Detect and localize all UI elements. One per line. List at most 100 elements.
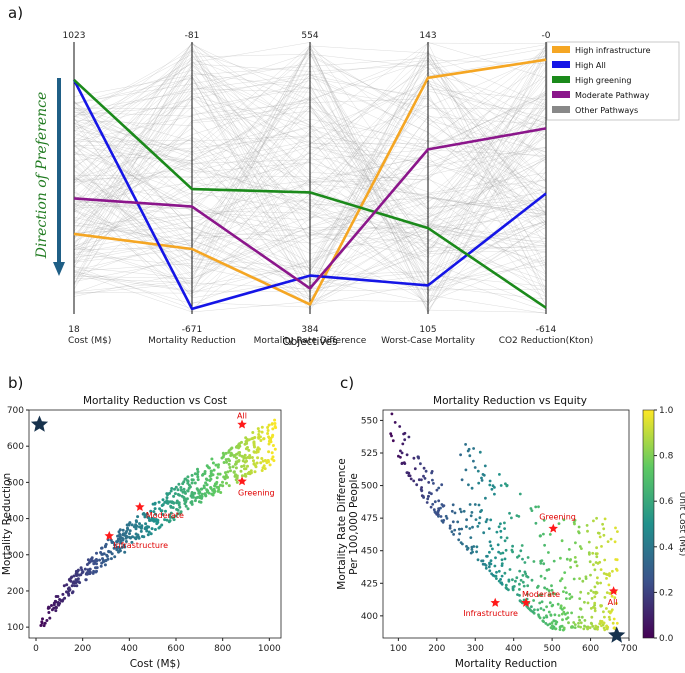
scatter-point [79, 566, 83, 570]
scatter-point [65, 583, 69, 587]
scatter-point [451, 520, 455, 524]
scatter-point [213, 482, 217, 486]
scatter-point [176, 493, 180, 496]
scatter-point [466, 546, 470, 550]
scatter-point [602, 572, 606, 575]
scatter-point [545, 605, 548, 609]
highlight-star [104, 530, 114, 540]
scatter-point [521, 580, 525, 584]
scatter-point [199, 487, 203, 491]
scatter-point [260, 457, 264, 460]
scatter-point [577, 615, 581, 619]
scatter-point [616, 530, 619, 533]
scatter-point [184, 500, 188, 504]
scatter-point [209, 469, 213, 473]
scatter-point [165, 518, 169, 522]
scatter-point [580, 615, 584, 619]
scatter-point [427, 495, 430, 498]
scatter-point [177, 501, 180, 505]
scatter-point [228, 466, 232, 469]
scatter-point [269, 437, 273, 440]
scatter-point [607, 615, 611, 619]
scatter-point [562, 606, 566, 610]
scatter-point [488, 562, 492, 566]
scatter-point [568, 592, 572, 596]
scatter-point [572, 577, 576, 581]
x-tick-label: 600 [167, 644, 184, 654]
y-tick-label: 425 [361, 579, 378, 589]
scatter-point [270, 422, 274, 426]
scatter-point [610, 594, 614, 598]
scatter-point [269, 440, 273, 444]
scatter-point [615, 569, 619, 572]
axis-bottom-label: -671 [182, 325, 202, 335]
scatter-point [542, 562, 546, 566]
scatter-point [116, 534, 120, 538]
scatter-points-b [39, 418, 278, 628]
scatter-point [134, 519, 138, 523]
scatter-points-c [389, 412, 619, 632]
scatter-point [234, 478, 238, 482]
scatter-point [565, 557, 569, 561]
scatter-point [99, 564, 103, 568]
scatter-point [497, 550, 500, 554]
scatter-point [437, 514, 440, 518]
scatter-point [548, 622, 552, 626]
scatter-point [267, 450, 271, 454]
scatter-point [508, 511, 511, 515]
scatter-point [444, 514, 448, 518]
scatter-point [579, 621, 583, 625]
scatter-point [139, 529, 143, 533]
scatter-point [538, 601, 542, 605]
scatter-point [485, 518, 489, 521]
scatter-point [488, 479, 492, 483]
scatter-point [503, 527, 506, 530]
scatter-point [257, 433, 261, 436]
scatter-point [215, 476, 219, 480]
scatter-point [184, 504, 188, 508]
colorbar-ticks: 0.0 0.2 0.4 0.6 0.8 1.0 [654, 406, 674, 644]
scatter-point [481, 473, 485, 476]
scatter-point [151, 502, 155, 506]
scatter-point [399, 449, 402, 453]
scatter-point [562, 518, 566, 522]
scatter-point [270, 451, 274, 455]
scatter-point [174, 485, 178, 489]
ideal-point-star [30, 415, 49, 432]
scatter-point [548, 601, 552, 605]
scatter-point [548, 533, 552, 536]
scatter-point [574, 541, 577, 545]
scatter-point [239, 469, 243, 473]
scatter-point [202, 486, 206, 490]
scatter-point [572, 621, 576, 624]
scatter-point [553, 613, 557, 617]
scatter-point [119, 541, 123, 545]
scatter-point [451, 503, 455, 507]
scatter-point [430, 470, 434, 473]
colorbar-tick-label: 0.6 [659, 497, 674, 507]
scatter-point [476, 558, 480, 562]
scatter-point [521, 557, 524, 561]
scatter-point [464, 443, 467, 446]
scatter-point [462, 509, 466, 513]
scatter-point [420, 489, 424, 492]
scatter-point [143, 527, 147, 531]
scatter-point [503, 557, 507, 561]
scatter-point [593, 568, 597, 572]
scatter-point [440, 483, 444, 487]
scatter-point [109, 557, 113, 561]
scatter-point [523, 570, 527, 574]
scatter-point [598, 535, 602, 539]
scatter-point [261, 466, 265, 470]
scatter-point [257, 436, 261, 440]
scatter-point [217, 463, 220, 467]
scatter-point [552, 619, 556, 623]
scatter-point [507, 578, 511, 582]
scatter-point [437, 486, 441, 490]
scatter-point [211, 488, 215, 492]
scatter-point [467, 447, 471, 451]
scatter-point [75, 584, 79, 588]
scatter-point [112, 546, 116, 550]
panel-label-b: b) [8, 374, 23, 392]
scatter-point [579, 590, 583, 594]
